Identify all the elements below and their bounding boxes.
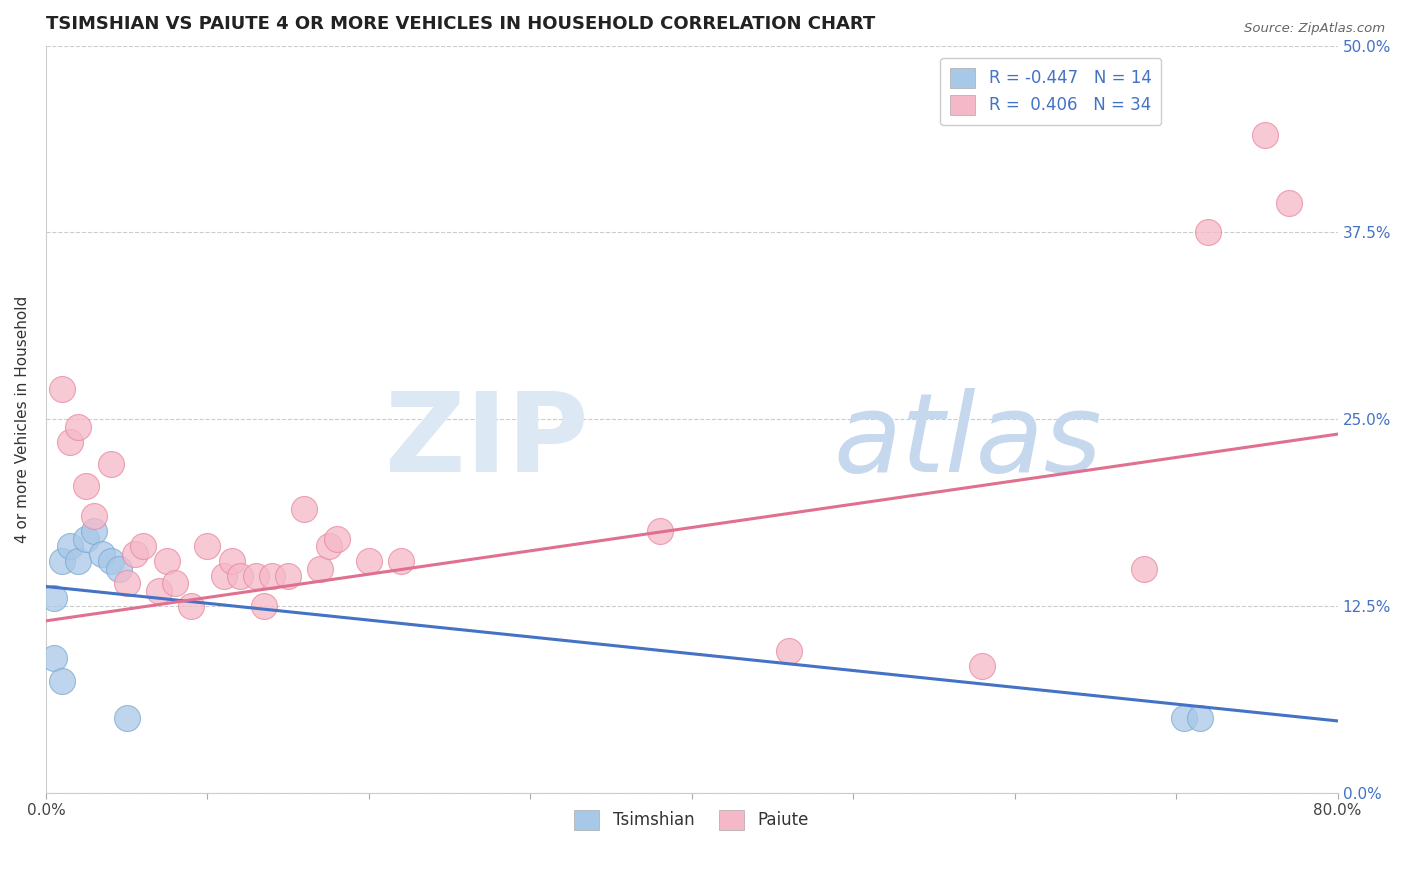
Point <box>972 658 994 673</box>
Point <box>115 711 138 725</box>
Point <box>309 561 332 575</box>
Point <box>100 554 122 568</box>
Point <box>132 539 155 553</box>
Text: Source: ZipAtlas.com: Source: ZipAtlas.com <box>1244 22 1385 36</box>
Point <box>389 554 412 568</box>
Point <box>1254 128 1277 143</box>
Point <box>197 539 219 553</box>
Point <box>648 524 671 539</box>
Point <box>75 479 97 493</box>
Point <box>165 576 187 591</box>
Legend: Tsimshian, Paiute: Tsimshian, Paiute <box>568 803 815 837</box>
Point <box>1173 711 1195 725</box>
Point <box>1189 711 1212 725</box>
Point <box>83 524 105 539</box>
Point <box>245 569 267 583</box>
Point <box>260 569 283 583</box>
Point <box>318 539 340 553</box>
Point <box>51 554 73 568</box>
Text: atlas: atlas <box>834 388 1102 495</box>
Point <box>51 673 73 688</box>
Point <box>1278 195 1301 210</box>
Point <box>42 591 65 606</box>
Point <box>253 599 276 613</box>
Point <box>100 457 122 471</box>
Point <box>59 434 82 449</box>
Point <box>107 561 129 575</box>
Text: TSIMSHIAN VS PAIUTE 4 OR MORE VEHICLES IN HOUSEHOLD CORRELATION CHART: TSIMSHIAN VS PAIUTE 4 OR MORE VEHICLES I… <box>46 15 875 33</box>
Point <box>67 419 90 434</box>
Point <box>83 509 105 524</box>
Point <box>148 584 170 599</box>
Point <box>221 554 243 568</box>
Point <box>180 599 202 613</box>
Y-axis label: 4 or more Vehicles in Household: 4 or more Vehicles in Household <box>15 295 30 543</box>
Text: ZIP: ZIP <box>385 388 589 495</box>
Point <box>292 501 315 516</box>
Point <box>1198 226 1220 240</box>
Point <box>357 554 380 568</box>
Point <box>67 554 90 568</box>
Point <box>51 382 73 396</box>
Point <box>91 547 114 561</box>
Point <box>228 569 250 583</box>
Point <box>75 532 97 546</box>
Point <box>277 569 299 583</box>
Point <box>778 644 800 658</box>
Point <box>42 651 65 665</box>
Point <box>212 569 235 583</box>
Point <box>325 532 347 546</box>
Point <box>115 576 138 591</box>
Point <box>1133 561 1156 575</box>
Point <box>59 539 82 553</box>
Point <box>124 547 146 561</box>
Point <box>156 554 179 568</box>
